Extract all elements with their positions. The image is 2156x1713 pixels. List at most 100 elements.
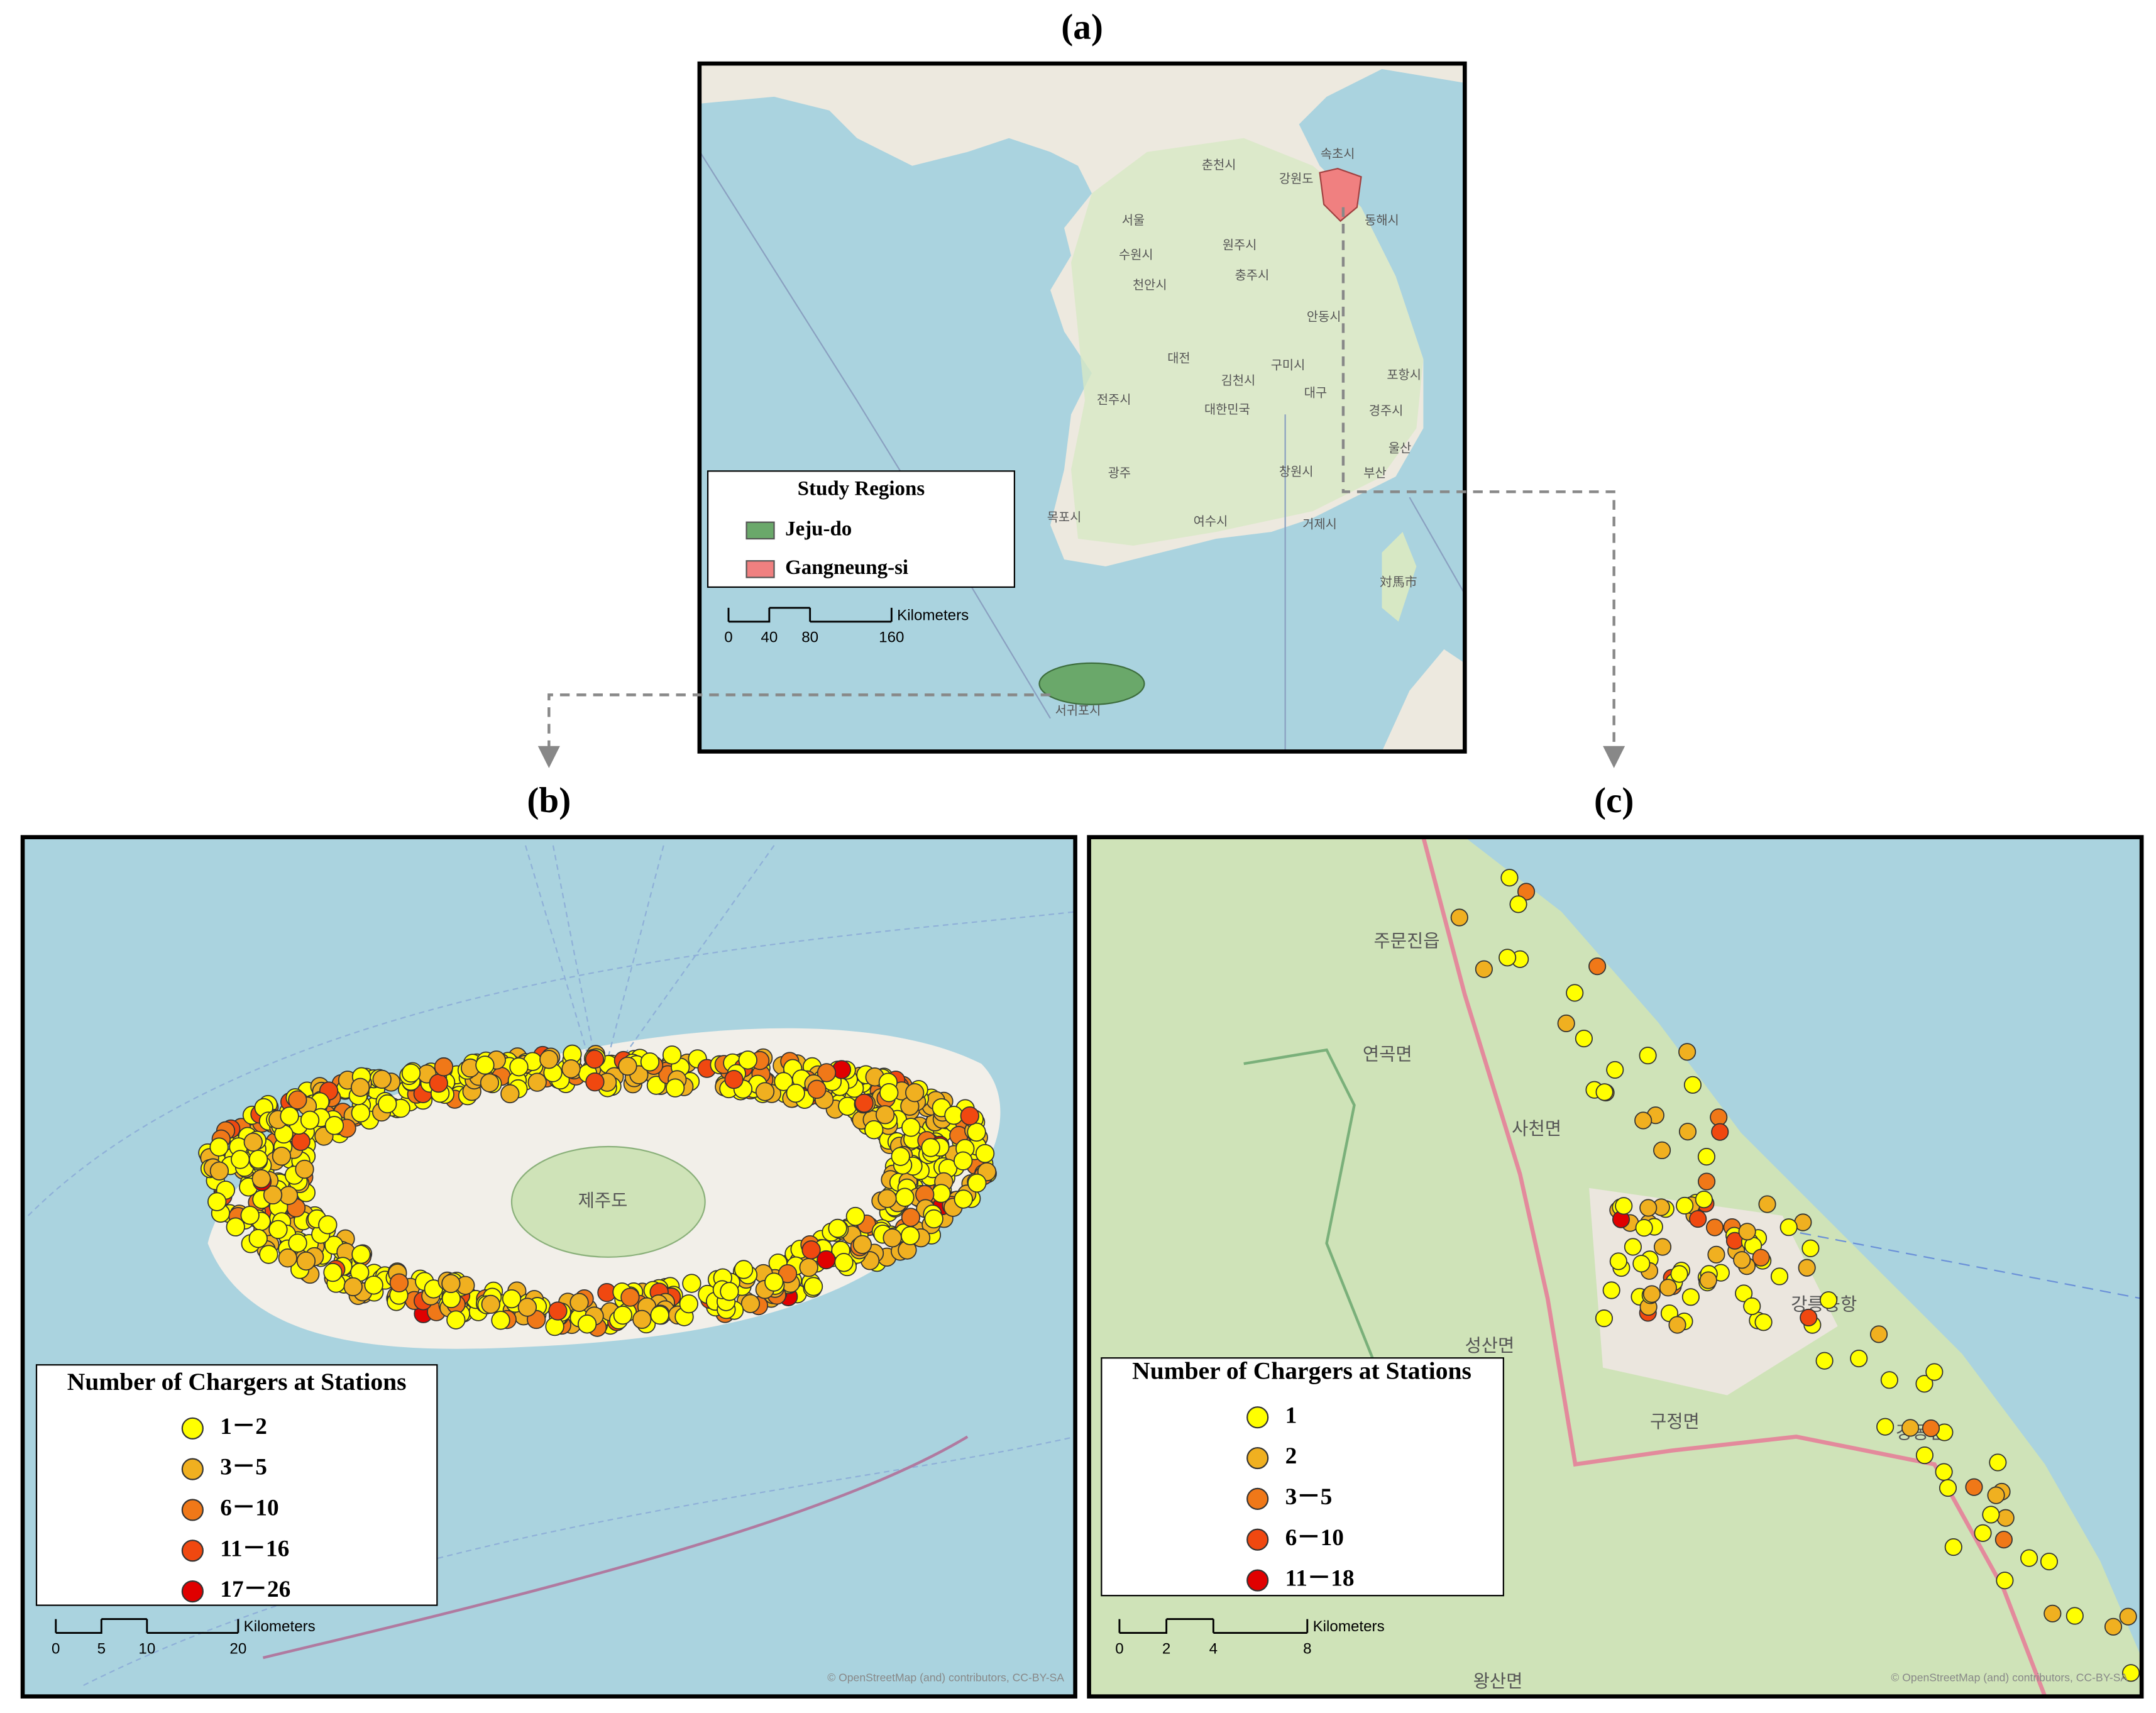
scale-bar xyxy=(727,607,893,623)
scale-tick-label: 5 xyxy=(97,1640,106,1657)
station-dot xyxy=(786,1083,805,1103)
station-dot xyxy=(877,1189,897,1208)
panel-frame xyxy=(1087,835,2144,1699)
station-dot xyxy=(248,1149,268,1169)
place-label: 강원도 xyxy=(1279,172,1314,186)
station-dot xyxy=(1475,960,1493,978)
station-dot xyxy=(1668,1316,1686,1334)
station-dot xyxy=(351,1245,371,1264)
station-dot xyxy=(1869,1325,1888,1343)
scale-tick-label: 4 xyxy=(1209,1640,1218,1657)
station-dot xyxy=(240,1206,260,1225)
station-dot xyxy=(1996,1572,2014,1590)
legend-swatch xyxy=(181,1499,204,1521)
station-dot xyxy=(364,1275,383,1295)
station-dot xyxy=(613,1305,632,1325)
panel-label: (b) xyxy=(527,781,571,820)
station-dot xyxy=(1500,869,1519,887)
station-dot xyxy=(891,1147,910,1166)
station-dot xyxy=(288,1233,307,1253)
station-dot xyxy=(1588,957,1607,976)
station-dot xyxy=(2122,1664,2140,1682)
station-dot xyxy=(905,1083,925,1103)
station-dot xyxy=(243,1132,263,1152)
station-dot xyxy=(967,1173,987,1193)
station-dot xyxy=(209,1161,229,1181)
station-dot xyxy=(679,1294,698,1314)
place-label: 대한민국 xyxy=(1204,403,1250,417)
scale-unit: Kilometers xyxy=(897,607,969,624)
scale-unit: Kilometers xyxy=(244,1618,316,1635)
station-dot xyxy=(734,1260,754,1279)
station-dot xyxy=(2104,1617,2123,1636)
station-dot xyxy=(278,1248,297,1268)
station-dot xyxy=(640,1052,660,1072)
station-dot xyxy=(803,1277,823,1296)
station-dot xyxy=(650,1305,669,1325)
station-dot xyxy=(1819,1291,1838,1309)
station-dot xyxy=(324,1116,344,1135)
legend-box xyxy=(1101,1357,1504,1597)
station-dot xyxy=(1710,1108,1728,1126)
station-dot xyxy=(248,1229,268,1248)
place-label: 김천시 xyxy=(1221,374,1256,388)
legend-swatch xyxy=(1246,1528,1269,1551)
place-label: 연곡면 xyxy=(1363,1044,1412,1064)
station-dot xyxy=(801,1240,821,1260)
station-dot xyxy=(901,1226,920,1245)
legend-swatch xyxy=(181,1539,204,1562)
station-dot xyxy=(1653,1238,1672,1256)
station-dot xyxy=(1595,1083,1614,1101)
station-dot xyxy=(1922,1419,1940,1438)
station-dot xyxy=(662,1045,682,1065)
legend-label: 3－5 xyxy=(1285,1484,1333,1510)
place-label: 춘천시 xyxy=(1202,158,1236,172)
station-dot xyxy=(1595,1309,1613,1328)
legend-title: Study Regions xyxy=(798,478,925,500)
station-dot xyxy=(1705,1218,1724,1237)
station-dot xyxy=(2119,1607,2137,1626)
station-dot xyxy=(1754,1313,1773,1331)
station-dot xyxy=(1642,1285,1661,1303)
legend-swatch xyxy=(181,1458,204,1480)
station-dot xyxy=(1733,1251,1751,1269)
station-dot xyxy=(665,1078,685,1098)
panel-frame xyxy=(20,835,1077,1699)
station-dot xyxy=(350,1077,370,1097)
station-dot xyxy=(401,1063,421,1083)
station-dot xyxy=(1615,1197,1633,1215)
station-dot xyxy=(2043,1604,2062,1622)
station-dot xyxy=(1935,1463,1953,1481)
station-dot xyxy=(1994,1531,2013,1549)
station-dot xyxy=(372,1069,392,1089)
place-label: 대전 xyxy=(1167,352,1190,366)
station-dot xyxy=(491,1311,510,1330)
place-label: 울산 xyxy=(1389,441,1411,455)
station-dot xyxy=(429,1073,448,1093)
station-dot xyxy=(879,1083,899,1103)
place-label: 목포시 xyxy=(1047,510,1082,524)
station-dot xyxy=(569,1292,589,1313)
place-label: 사천면 xyxy=(1512,1119,1561,1139)
station-dot xyxy=(807,1079,827,1099)
station-dot xyxy=(259,1245,278,1264)
place-label: 거제시 xyxy=(1302,517,1337,531)
scale-tick-label: 0 xyxy=(724,629,732,646)
station-dot xyxy=(378,1094,397,1114)
station-dot xyxy=(1707,1245,1725,1264)
station-dot xyxy=(960,1106,979,1126)
station-dot xyxy=(502,1289,522,1309)
station-dot xyxy=(883,1228,902,1248)
scale-bar xyxy=(1118,1618,1309,1634)
station-dot xyxy=(834,1253,854,1272)
station-dot xyxy=(1901,1419,1920,1437)
station-dot xyxy=(1996,1509,2015,1527)
station-dot xyxy=(1738,1223,1756,1241)
station-dot xyxy=(481,1294,500,1314)
place-label: 광주 xyxy=(1108,466,1131,480)
station-dot xyxy=(1982,1506,2000,1524)
legend-label: Jeju-do xyxy=(785,517,852,540)
station-dot xyxy=(1606,1060,1624,1079)
station-dot xyxy=(291,1132,311,1151)
place-label: 対馬市 xyxy=(1380,576,1417,590)
